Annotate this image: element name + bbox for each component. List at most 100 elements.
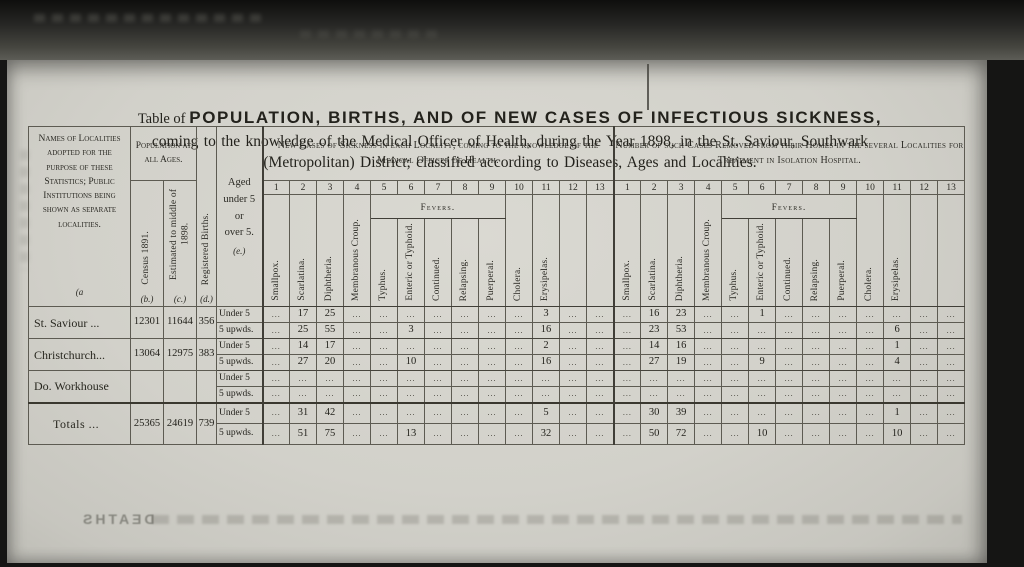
case-count-cell: ...: [451, 322, 480, 339]
header-row-diseases: Smallpox. Scarlatina. Diphtheria. Membranou…: [29, 194, 966, 307]
case-count-cell: ...: [910, 401, 939, 424]
locality-name: St. Saviour ...: [28, 306, 131, 339]
vertical-label: Census 1891.: [141, 231, 152, 285]
case-count-cell: ...: [694, 322, 723, 339]
census-value: 12301: [130, 306, 164, 339]
case-count-cell: ...: [559, 370, 588, 387]
case-count-cell: ...: [856, 370, 885, 387]
case-count-cell: ...: [721, 354, 750, 371]
header-row-numbers: Census 1891. (b.) Estimated to middle of…: [29, 180, 966, 307]
vertical-label: Registered Births.: [200, 212, 211, 285]
case-count-cell: ...: [748, 338, 777, 355]
case-count-cell: ...: [721, 306, 750, 323]
column-note-d: (d.): [200, 294, 213, 304]
case-count-cell: ...: [505, 322, 534, 339]
estimated-value: 11644: [162, 306, 198, 339]
column-number-header: 9: [829, 180, 858, 195]
case-count-cell: ...: [667, 370, 696, 387]
table-row: 5 upwds.... 51 75...... 13............ 32...…: [29, 423, 966, 445]
case-count-cell: ...: [802, 322, 831, 339]
case-count-cell: 10: [397, 354, 426, 371]
case-count-cell: ...: [612, 370, 642, 387]
case-count-cell: ...: [559, 338, 588, 355]
estimated-value: 24619: [162, 401, 198, 445]
column-number-header: 3: [667, 180, 696, 195]
case-count-cell: ...: [261, 370, 291, 387]
vertical-label: Membranous Croup.: [351, 218, 362, 301]
bleedthrough-mirrored-text: DEATHS: [80, 511, 155, 527]
vertical-label: Estimated to middle of 1898.: [168, 188, 190, 280]
column-number-header: 1: [261, 180, 291, 195]
aged-header-text: Aged under 5 or over 5.: [223, 176, 256, 239]
column-number-header: 4: [694, 180, 723, 195]
case-count-cell: ...: [910, 306, 939, 323]
column-number-header: 10: [505, 180, 534, 195]
case-count-cell: ...: [667, 386, 696, 403]
vertical-label: Erysipelas.: [891, 256, 902, 301]
locality-name: Totals ...: [28, 401, 131, 445]
case-count-cell: 17: [289, 306, 318, 323]
fevers-group-header: Fevers.: [370, 194, 507, 219]
case-count-cell: ...: [532, 370, 561, 387]
aged-header: Aged under 5 or over 5. (e.): [216, 126, 264, 307]
case-count-cell: ...: [370, 338, 399, 355]
case-count-cell: ...: [478, 338, 507, 355]
case-count-cell: ...: [829, 322, 858, 339]
title-prefix: Table of: [137, 111, 186, 127]
census-value: [130, 370, 164, 403]
fevers-group-header: Fevers.: [721, 194, 858, 219]
case-count-cell: ...: [640, 370, 669, 387]
case-count-cell: ...: [775, 354, 804, 371]
case-count-cell: ...: [612, 354, 642, 371]
photo-dark-edge-top: [0, 0, 1024, 60]
case-count-cell: ...: [721, 370, 750, 387]
estimated-header: Estimated to middle of 1898. (c.): [162, 180, 198, 307]
case-count-cell: ...: [343, 338, 372, 355]
case-count-cell: ...: [937, 386, 966, 403]
case-count-cell: 14: [289, 338, 318, 355]
fever-type-header: Relapsing.: [802, 218, 831, 307]
disease-header: [910, 194, 939, 307]
census-value: 13064: [130, 338, 164, 371]
page-fold-line: [647, 64, 649, 110]
case-count-cell: ...: [586, 306, 615, 323]
disease-header: [586, 194, 615, 307]
case-count-cell: 25: [289, 322, 318, 339]
case-count-cell: ...: [829, 401, 858, 424]
case-count-cell: ...: [343, 370, 372, 387]
column-number-header: 6: [748, 180, 777, 195]
case-count-cell: 75: [316, 423, 345, 445]
case-count-cell: ...: [829, 306, 858, 323]
case-count-cell: ...: [883, 386, 912, 403]
case-count-cell: 2: [532, 338, 561, 355]
case-count-cell: ...: [478, 306, 507, 323]
case-count-cell: ...: [937, 370, 966, 387]
case-count-cell: 16: [532, 322, 561, 339]
case-count-cell: ...: [937, 322, 966, 339]
column-number-header: 7: [424, 180, 453, 195]
header-row-groups: Names of Localities adopted for the purp…: [28, 126, 966, 307]
case-count-cell: ...: [910, 354, 939, 371]
case-count-cell: ...: [883, 370, 912, 387]
column-number-header: 6: [397, 180, 426, 195]
case-count-cell: ...: [775, 306, 804, 323]
case-count-cell: ...: [937, 338, 966, 355]
case-count-cell: ...: [370, 370, 399, 387]
case-count-cell: ...: [424, 386, 453, 403]
column-number-header: 7: [775, 180, 804, 195]
case-count-cell: 19: [667, 354, 696, 371]
case-count-cell: ...: [424, 354, 453, 371]
case-count-cell: ...: [370, 306, 399, 323]
case-count-cell: ...: [343, 423, 372, 445]
case-count-cell: ...: [748, 386, 777, 403]
case-count-cell: ...: [289, 370, 318, 387]
case-count-cell: 1: [883, 401, 912, 424]
column-number-header: 5: [721, 180, 750, 195]
case-count-cell: ...: [721, 322, 750, 339]
case-count-cell: ...: [694, 354, 723, 371]
case-count-cell: ...: [721, 401, 750, 424]
vertical-label: Diphtheria.: [675, 255, 686, 301]
age-group-label: 5 upwds.: [216, 354, 264, 371]
column-note-a: (a: [75, 287, 84, 297]
case-count-cell: ...: [505, 306, 534, 323]
